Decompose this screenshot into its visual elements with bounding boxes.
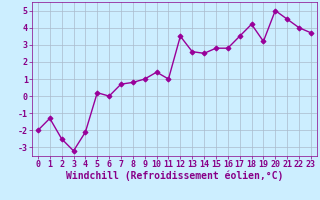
X-axis label: Windchill (Refroidissement éolien,°C): Windchill (Refroidissement éolien,°C): [66, 171, 283, 181]
